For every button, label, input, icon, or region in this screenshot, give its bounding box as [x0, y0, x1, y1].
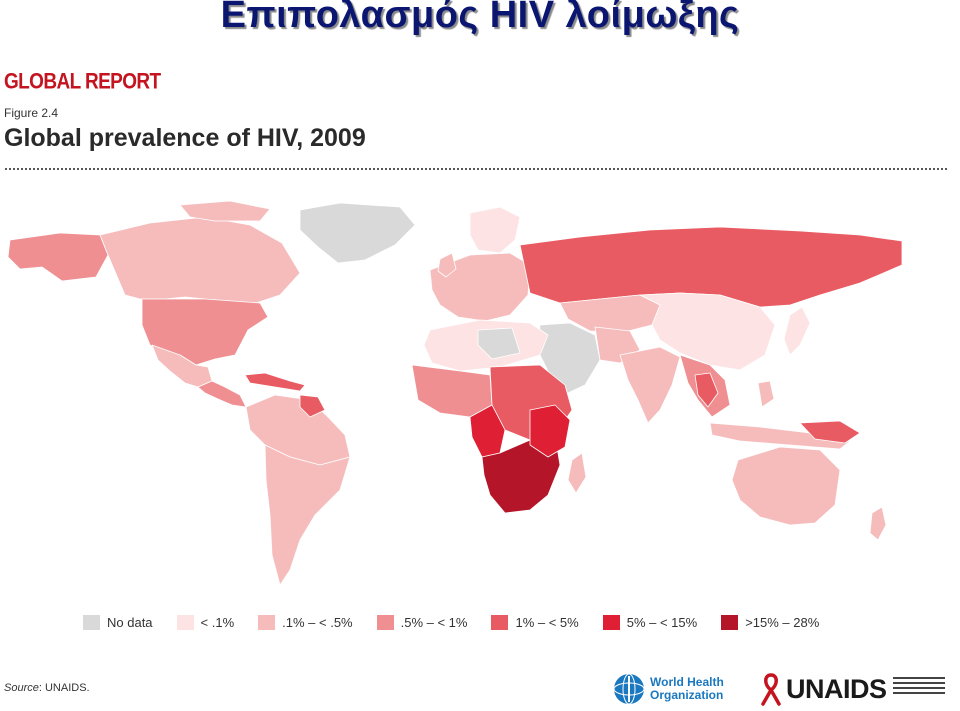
figure-title: Global prevalence of HIV, 2009: [4, 124, 366, 152]
region-uk: [437, 252, 457, 278]
legend-swatch: [602, 614, 620, 630]
legend-item: 5% – < 15%: [602, 614, 698, 630]
who-line-1: World Health: [650, 675, 724, 689]
legend-label: 5% – < 15%: [626, 614, 698, 630]
legend-label: < .1%: [200, 614, 235, 630]
legend-label: .5% – < 1%: [400, 614, 468, 630]
who-logo: World Health Organization: [612, 672, 730, 706]
slide-title: Επιπολασμός HIV λοίμωξης: [220, 0, 740, 36]
region-caribbean: [244, 372, 306, 392]
region-east-southern-africa: [529, 404, 571, 458]
region-thailand: [694, 372, 719, 408]
legend-swatch: [491, 614, 509, 630]
region-central-america: [197, 380, 247, 408]
who-line-2: Organization: [650, 688, 724, 702]
region-west-africa: [411, 364, 493, 418]
region-canada: [99, 216, 301, 306]
source-name: : UNAIDS.: [38, 682, 90, 694]
legend-label: No data: [107, 614, 153, 630]
who-wordmark: World Health Organization: [650, 676, 730, 702]
dotted-divider: [4, 167, 948, 171]
region-southern-africa: [481, 434, 561, 514]
region-south-america-north: [245, 394, 351, 466]
region-indonesia: [709, 422, 851, 450]
source-prefix: Source: [4, 682, 39, 694]
legend-swatch: [83, 614, 100, 630]
legend-swatch: [376, 614, 394, 630]
region-guianas: [299, 394, 326, 418]
figure-number: Figure 2.4: [4, 106, 59, 120]
red-ribbon-icon: [761, 673, 781, 706]
unaids-cosponsor-list: [892, 674, 945, 704]
region-usa: [141, 298, 269, 366]
legend-item: No data: [83, 614, 153, 630]
region-china: [639, 292, 776, 371]
legend-swatch: [176, 614, 194, 630]
legend-label: 1% – < 5%: [515, 614, 579, 630]
report-label: GLOBAL REPORT: [4, 70, 161, 95]
legend-swatch: [721, 614, 739, 630]
unaids-wordmark: UNAIDS: [786, 674, 887, 704]
region-alaska: [7, 232, 109, 282]
legend-item: .5% – < 1%: [376, 614, 468, 630]
who-emblem-icon: [613, 673, 645, 705]
legend-label: >15% – 28%: [745, 614, 820, 630]
region-japan: [783, 306, 811, 356]
region-south-america-south: [264, 444, 351, 586]
region-arctic-islands: [179, 200, 271, 222]
unaids-logo: UNAIDS: [758, 672, 945, 706]
region-sahara: [477, 327, 521, 360]
world-prevalence-map: [7, 200, 903, 586]
region-scandinavia: [469, 206, 521, 254]
region-madagascar: [567, 452, 587, 494]
legend-item: .1% – < .5%: [258, 614, 353, 630]
region-india: [619, 346, 681, 424]
legend-swatch: [258, 614, 276, 630]
source-note: Source: UNAIDS.: [4, 682, 90, 694]
region-philippines: [757, 380, 775, 408]
legend-item: >15% – 28%: [721, 614, 820, 630]
region-papua: [799, 420, 861, 444]
map-legend: No data < .1% .1% – < .5% .5% – < 1% 1% – < …: [83, 612, 843, 632]
legend-item: < .1%: [176, 614, 235, 630]
legend-label: .1% – < .5%: [282, 614, 353, 630]
region-australia: [731, 446, 841, 526]
region-new-zealand: [869, 506, 887, 541]
legend-item: 1% – < 5%: [491, 614, 579, 630]
region-greenland: [299, 202, 416, 264]
